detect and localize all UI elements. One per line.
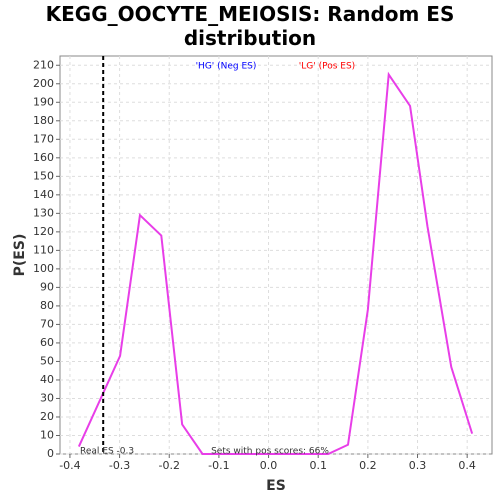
y-tick-label: 20 bbox=[40, 410, 54, 423]
x-tick-label: -0.3 bbox=[109, 459, 130, 472]
y-tick-label: 120 bbox=[33, 225, 54, 238]
y-tick-label: 180 bbox=[33, 114, 54, 127]
y-tick-label: 70 bbox=[40, 317, 54, 330]
y-tick-label: 160 bbox=[33, 151, 54, 164]
chart-title: KEGG_OOCYTE_MEIOSIS: Random ES distribut… bbox=[45, 2, 455, 50]
plot-area bbox=[59, 55, 493, 455]
y-tick-label: 130 bbox=[33, 206, 54, 219]
x-tick-label: -0.2 bbox=[159, 459, 180, 472]
y-tick-label: 90 bbox=[40, 280, 54, 293]
y-tick-label: 60 bbox=[40, 336, 54, 349]
y-tick-label: 100 bbox=[33, 262, 54, 275]
y-tick-label: 140 bbox=[33, 188, 54, 201]
y-tick-label: 30 bbox=[40, 391, 54, 404]
annotation: Sets with pos scores: 66% bbox=[211, 447, 329, 457]
x-tick-label: 0.3 bbox=[409, 459, 427, 472]
line bbox=[77, 71, 474, 455]
y-tick-label: 210 bbox=[33, 58, 54, 71]
y-tick-label: 10 bbox=[40, 428, 54, 441]
y-tick-label: 110 bbox=[33, 243, 54, 256]
annotation: 'HG' (Neg ES) bbox=[196, 62, 257, 72]
y-tick-label: 150 bbox=[33, 169, 54, 182]
y-tick-label: 200 bbox=[33, 77, 54, 90]
y-tick-label: 50 bbox=[40, 354, 54, 367]
x-tick-label: -0.1 bbox=[208, 459, 229, 472]
x-tick-label: 0.4 bbox=[458, 459, 476, 472]
x-tick-label: 0.2 bbox=[359, 459, 377, 472]
y-axis-label: P(ES) bbox=[12, 234, 28, 277]
y-tick-label: 80 bbox=[40, 299, 54, 312]
y-tick-label: 190 bbox=[33, 95, 54, 108]
y-tick-label: 0 bbox=[47, 447, 54, 460]
y-tick-label: 170 bbox=[33, 132, 54, 145]
y-tick-label: 40 bbox=[40, 373, 54, 386]
x-tick-label: 0.1 bbox=[309, 459, 327, 472]
x-tick-label: -0.4 bbox=[59, 459, 80, 472]
x-tick-label: 0.0 bbox=[260, 459, 278, 472]
x-axis-label: ES bbox=[266, 478, 286, 494]
annotation: Real ES -0.3 bbox=[80, 447, 134, 457]
annotation: 'LG' (Pos ES) bbox=[299, 62, 355, 72]
